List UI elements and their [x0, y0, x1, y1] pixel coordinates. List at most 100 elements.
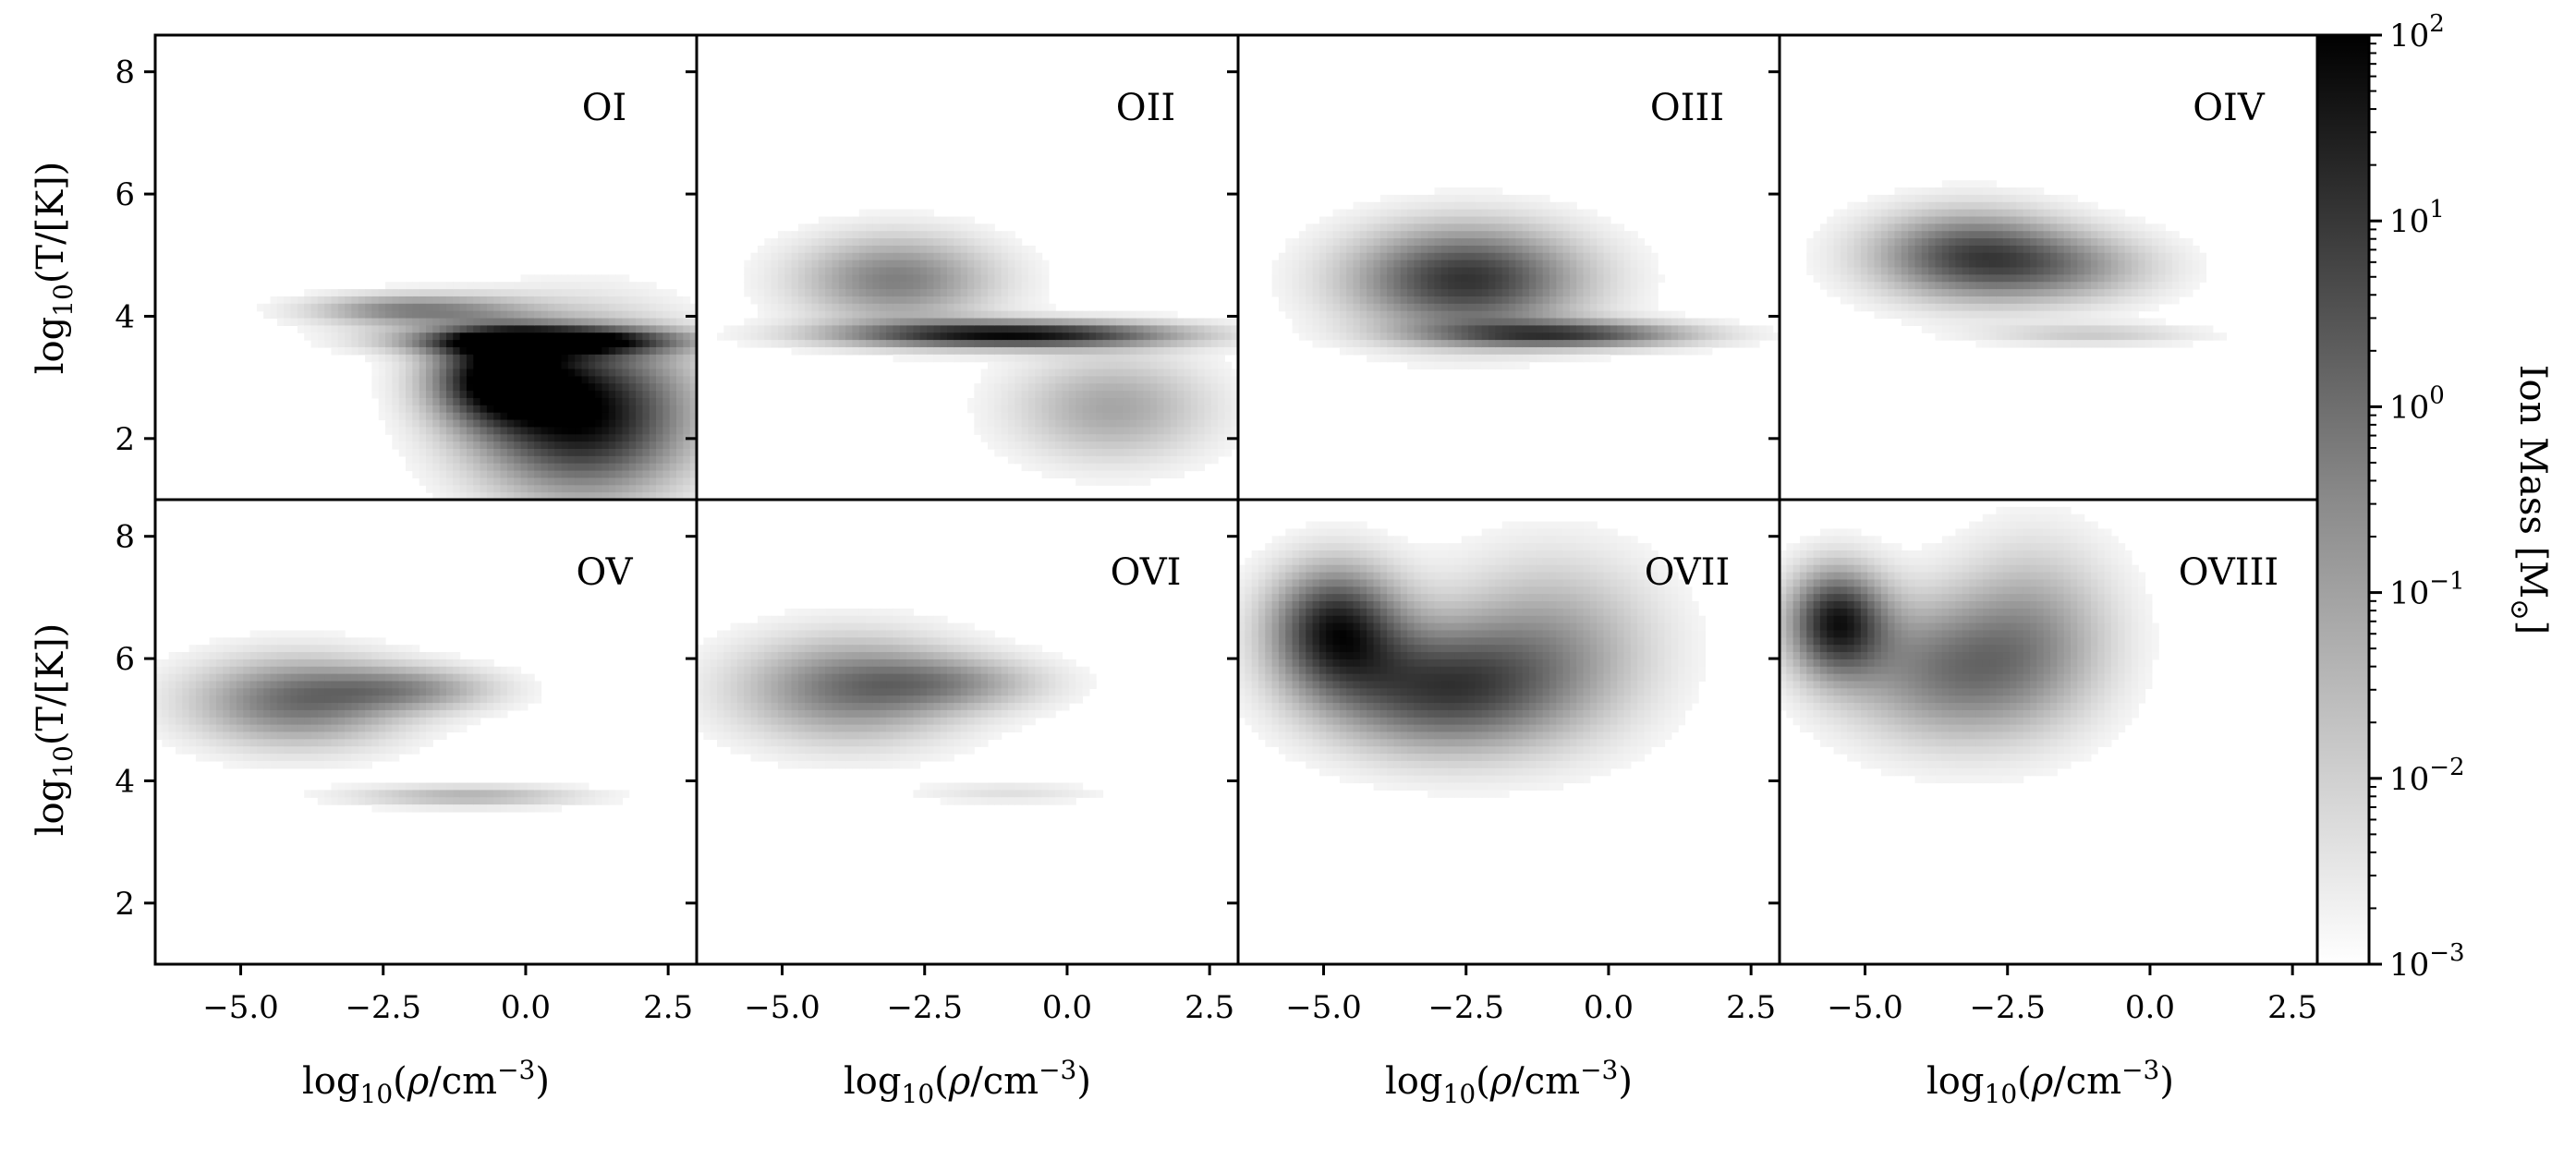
heatmap-cell — [1367, 332, 1375, 341]
heatmap-cell — [588, 455, 596, 465]
heatmap-cell — [980, 325, 989, 333]
heatmap-cell — [1468, 274, 1476, 283]
heatmap-cell — [628, 361, 637, 370]
heatmap-cell — [636, 346, 643, 356]
heatmap-cell — [445, 434, 454, 442]
heatmap-cell — [588, 427, 596, 435]
heatmap-cell — [1440, 332, 1449, 341]
heatmap-cell — [656, 332, 663, 341]
heatmap-cell — [656, 325, 663, 333]
heatmap-cell — [947, 245, 954, 254]
heatmap-cell — [575, 412, 583, 421]
heatmap-cell — [534, 303, 542, 312]
heatmap-cell — [1880, 231, 1889, 239]
heatmap-cell — [581, 369, 589, 377]
heatmap-cell — [1163, 470, 1172, 479]
heatmap-cell — [1041, 310, 1050, 320]
heatmap-cell — [541, 274, 549, 283]
heatmap-cell — [506, 405, 515, 414]
heatmap-cell — [1468, 238, 1476, 247]
heatmap-cell — [493, 427, 502, 435]
heatmap-cell — [506, 303, 515, 312]
heatmap-cell — [1650, 310, 1659, 320]
heatmap-cell — [1874, 231, 1882, 239]
heatmap-cell — [1204, 412, 1212, 421]
heatmap-cell — [1847, 245, 1855, 254]
heatmap-cell — [1231, 376, 1239, 384]
heatmap-cell — [1908, 310, 1916, 320]
heatmap-cell — [575, 296, 583, 305]
heatmap-cell — [1576, 231, 1585, 239]
heatmap-cell — [1367, 346, 1375, 356]
heatmap-cell — [1116, 477, 1124, 486]
heatmap-cell — [838, 274, 846, 283]
heatmap-cell — [1306, 332, 1314, 341]
heatmap-cell — [1123, 419, 1131, 429]
heatmap-cell — [1562, 209, 1571, 218]
heatmap-cell — [974, 289, 982, 297]
heatmap-cell — [2030, 340, 2037, 348]
heatmap-cell — [852, 332, 860, 341]
heatmap-cell — [1921, 245, 1929, 254]
heatmap-cell — [432, 332, 441, 341]
heatmap-cell — [1664, 325, 1672, 333]
heatmap-cell — [1197, 383, 1205, 392]
heatmap-cell — [1292, 325, 1300, 333]
heatmap-cell — [1143, 369, 1151, 377]
heatmap-cell — [832, 216, 840, 224]
heatmap-cell — [1428, 216, 1436, 224]
heatmap-cell — [866, 238, 874, 247]
heatmap-cell — [1204, 397, 1212, 406]
heatmap-cell — [581, 296, 589, 305]
heatmap-cell — [1860, 231, 1868, 239]
heatmap-cell — [1461, 274, 1469, 283]
heatmap-cell — [459, 369, 468, 377]
heatmap-cell — [1170, 346, 1178, 356]
heatmap-cell — [1041, 332, 1050, 341]
heatmap-cell — [385, 282, 393, 290]
heatmap-cell — [534, 427, 542, 435]
heatmap-cell — [406, 346, 413, 356]
heatmap-cell — [1109, 463, 1117, 472]
heatmap-cell — [378, 303, 386, 312]
heatmap-cell — [1434, 325, 1442, 333]
heatmap-cell — [588, 477, 596, 486]
heatmap-cell — [1495, 194, 1503, 203]
heatmap-cell — [689, 310, 698, 320]
heatmap-cell — [1637, 303, 1646, 312]
heatmap-cell — [2010, 274, 2017, 283]
heatmap-cell — [378, 340, 386, 348]
heatmap-cell — [1116, 369, 1124, 377]
heatmap-cell — [1617, 238, 1625, 247]
heatmap-cell — [1021, 274, 1029, 283]
heatmap-cell — [960, 252, 968, 261]
heatmap-cell — [1806, 245, 1815, 254]
heatmap-cell — [595, 325, 603, 333]
heatmap-cell — [1637, 296, 1646, 305]
heatmap-cell — [642, 383, 650, 392]
heatmap-cell — [1434, 209, 1442, 218]
heatmap-cell — [398, 434, 407, 442]
heatmap-cell — [1509, 252, 1516, 261]
heatmap-cell — [1684, 318, 1693, 326]
heatmap-cell — [1407, 201, 1416, 211]
heatmap-cell — [1021, 361, 1029, 370]
heatmap-cell — [980, 296, 989, 305]
heatmap-cell — [1197, 325, 1205, 333]
heatmap-cell — [1102, 405, 1111, 414]
heatmap-cell — [1982, 310, 1990, 320]
heatmap-cell — [1894, 252, 1902, 261]
heatmap-cell — [811, 303, 820, 312]
heatmap-cell — [1827, 274, 1835, 283]
heatmap-cell — [575, 397, 583, 406]
heatmap-cell — [493, 455, 502, 465]
heatmap-cell — [601, 274, 610, 283]
heatmap-cell — [419, 303, 427, 312]
heatmap-cell — [947, 231, 954, 239]
heatmap-cell — [581, 318, 589, 326]
heatmap-cell — [1109, 318, 1117, 326]
heatmap-cell — [473, 318, 481, 326]
heatmap-cell — [852, 318, 860, 326]
heatmap-cell — [1082, 318, 1090, 326]
heatmap-cell — [276, 296, 285, 305]
